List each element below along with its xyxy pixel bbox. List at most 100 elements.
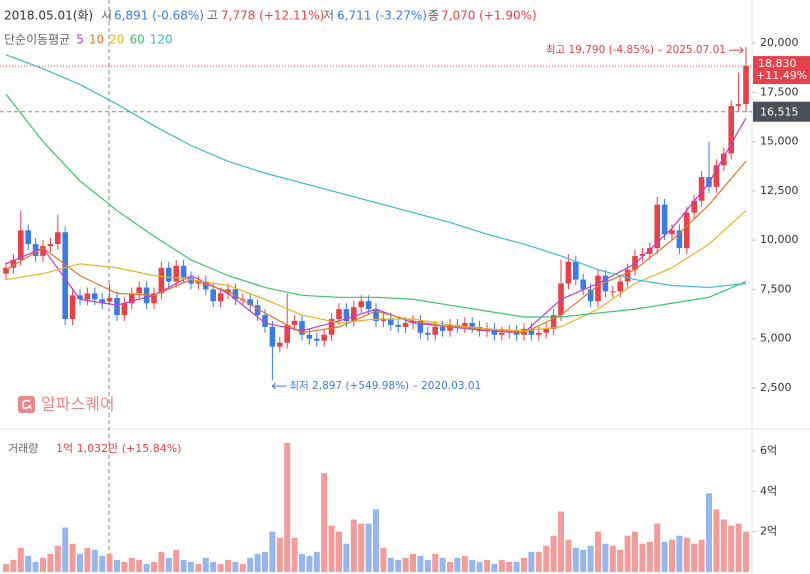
low-arrow <box>271 382 287 390</box>
reference-label-box <box>753 101 810 122</box>
candle-body <box>99 299 105 304</box>
candle-body <box>69 295 76 319</box>
volume-bar <box>284 442 291 572</box>
last-price-box <box>753 56 810 85</box>
volume-bar <box>54 545 61 572</box>
candle-body <box>32 244 39 256</box>
y-tick-label: 12,500 <box>760 184 799 197</box>
volume-bar <box>47 553 54 572</box>
volume-bar <box>225 559 231 572</box>
candle-body <box>328 318 335 335</box>
volume-bar <box>550 535 557 572</box>
volume-bar <box>84 547 91 572</box>
volume-bar <box>617 549 624 572</box>
candle-body <box>624 269 631 282</box>
header-close-label: 종 <box>428 9 439 23</box>
volume-bar <box>572 547 579 572</box>
volume-bar <box>498 559 505 572</box>
moving-average <box>5 93 747 318</box>
volume-bar <box>10 559 17 572</box>
volume-bar <box>609 545 616 572</box>
logo-text: 알파스퀘어 <box>41 395 115 414</box>
volume-bar <box>595 531 601 572</box>
candle-body <box>536 332 542 335</box>
volume-bar <box>661 541 668 572</box>
candle-body <box>106 297 113 302</box>
moving-average <box>5 160 747 334</box>
candle-body <box>565 261 572 284</box>
y-tick-label: 6억 <box>760 444 777 457</box>
volume-title: 거래량 <box>8 442 38 455</box>
high-arrow <box>729 46 744 54</box>
candle-body <box>62 232 68 319</box>
volume-bar <box>40 557 46 572</box>
volume-bar <box>624 535 631 572</box>
candle-body <box>661 204 668 235</box>
candle-body <box>573 261 579 280</box>
volume-bar <box>706 493 712 572</box>
volume-bar <box>602 543 609 572</box>
candle-body <box>25 230 31 245</box>
volume-bar <box>676 535 683 572</box>
volume-bar <box>454 557 461 572</box>
header-open-label: 시 <box>101 9 112 23</box>
legend-entry: 20 <box>109 33 124 47</box>
candle-body <box>306 334 313 339</box>
candle-body <box>3 267 9 274</box>
volume-bar <box>128 557 135 572</box>
header-open: 6,891 (-0.68%) <box>114 9 204 23</box>
candle-body <box>447 324 453 331</box>
volume-bar <box>188 561 194 572</box>
candle-body <box>373 309 379 321</box>
candle-body <box>647 248 653 254</box>
volume-bar <box>217 563 224 572</box>
logo-glyph <box>22 399 32 410</box>
candle-body <box>284 324 290 343</box>
candle-body <box>84 293 91 300</box>
candle-body <box>77 295 83 300</box>
volume-bar <box>365 523 372 572</box>
candle-body <box>587 289 594 302</box>
reference-label: 16,515 <box>760 106 799 119</box>
candle-body <box>484 328 490 331</box>
volume-bar <box>151 561 157 572</box>
high-annotation: 최고 19,790 (-4.85%) – 2025.07.01 <box>546 44 726 56</box>
volume-bar <box>691 543 698 572</box>
legend-entry: 120 <box>150 33 173 47</box>
candle-body <box>713 165 720 187</box>
candle-body <box>521 328 527 335</box>
volume-bar <box>395 559 402 572</box>
volume-bar <box>17 547 24 572</box>
candle-body <box>632 255 638 270</box>
candle-body <box>166 267 172 282</box>
volume-bar <box>306 555 313 572</box>
volume-bar <box>210 561 217 572</box>
candle-body <box>173 265 179 282</box>
volume-bar <box>683 537 690 572</box>
y-tick-label: 7,500 <box>760 282 792 295</box>
candle-body <box>617 281 623 292</box>
y-tick-label: 10,000 <box>760 233 799 246</box>
legend-entry: 10 <box>89 33 104 47</box>
logo-icon <box>18 396 35 413</box>
candle-body <box>743 66 749 105</box>
volume-bar <box>3 563 9 572</box>
candle-body <box>602 275 609 292</box>
volume-bar <box>321 473 328 572</box>
candle-body <box>432 326 438 335</box>
candle-body <box>595 275 601 302</box>
volume-bar <box>565 539 572 572</box>
volume-bar <box>476 561 483 572</box>
y-tick-label: 15,000 <box>760 135 799 148</box>
volume-bar <box>32 561 39 572</box>
candle-body <box>277 342 283 347</box>
volume-bar <box>447 561 453 572</box>
candle-body <box>321 334 327 341</box>
volume-bar <box>69 543 76 572</box>
volume-bar <box>254 553 261 572</box>
candle-body <box>358 301 364 308</box>
volume-bar <box>239 563 246 572</box>
volume-bar <box>343 543 350 572</box>
candle-body <box>10 259 17 268</box>
volume-bar <box>313 551 320 572</box>
